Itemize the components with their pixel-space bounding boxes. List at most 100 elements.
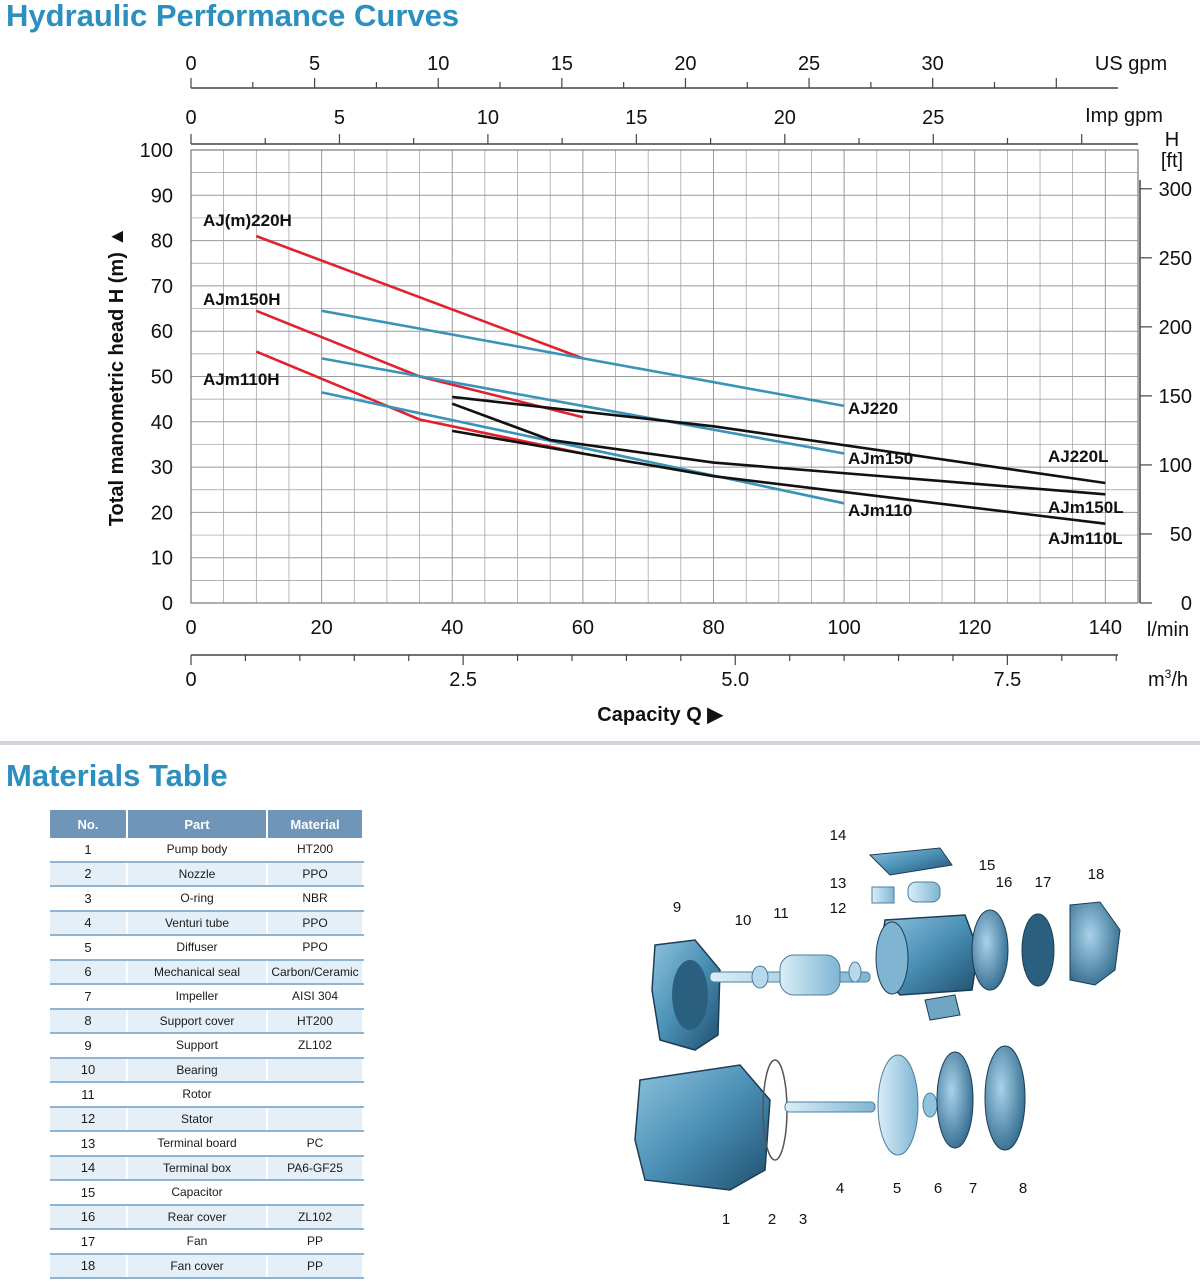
header-material: Material [267,810,364,838]
table-row: 9 Support ZL102 [50,1033,364,1059]
y-tick-label: 10 [151,548,173,570]
series-line [255,350,584,455]
cell-material: HT200 [267,1008,364,1034]
header-no: No. [50,810,128,838]
ft-tick-label: 150 [1159,386,1192,408]
materials-table: No. Part Material 1 Pump body HT200 2 Nozzle… [50,810,364,1279]
cell-no: 12 [50,1106,128,1132]
curves-title: Hydraulic Performance Curves [6,0,460,33]
cell-part: O-ring [127,886,268,912]
x-tick-label: 20 [310,617,332,639]
us-gpm-tick-label: 25 [798,53,820,75]
y-tick-label: 30 [151,457,173,479]
callout-number: 15 [979,857,996,874]
imp-gpm-tick-label: 25 [922,107,944,129]
callout-number: 4 [836,1180,844,1197]
table-row: 16 Rear cover ZL102 [50,1204,364,1230]
cell-part: Venturi tube [127,910,268,936]
series-label: AJm110 [848,501,912,520]
cell-material: PPO [267,861,364,887]
x-tick-label: 140 [1089,617,1122,639]
cell-material: HT200 [267,838,364,863]
m3h-tick-label: 0 [185,669,196,691]
part-hydraulic-stack [762,1045,1026,1161]
table-row: 18 Fan cover PP [50,1253,364,1279]
cell-part: Terminal board [127,1131,268,1157]
y-tick-label: 40 [151,412,173,434]
series-label: AJ220 [848,399,898,418]
series-line [255,234,584,360]
us-gpm-tick-label: 15 [551,53,573,75]
cell-part: Rotor [127,1082,268,1108]
y-tick-label: 0 [162,593,173,615]
callout-number: 2 [768,1211,776,1228]
callout-number: 6 [934,1180,942,1197]
cell-material [267,1180,364,1206]
cell-no: 16 [50,1204,128,1230]
cell-material: PP [267,1229,364,1255]
cell-part: Terminal box [127,1155,268,1181]
cell-material: PP [267,1253,364,1279]
materials-title: Materials Table [6,758,228,793]
imp-gpm-tick-label: 20 [774,107,796,129]
us-gpm-tick-label: 30 [922,53,944,75]
cell-material: NBR [267,886,364,912]
materials-header-row: No. Part Material [50,810,364,838]
ft-tick-label: 250 [1159,248,1192,270]
y-tick-label: 100 [140,140,173,162]
table-row: 7 Impeller AISI 304 [50,984,364,1010]
callout-number: 16 [996,874,1013,891]
cell-part: Capacitor [127,1180,268,1206]
part-fan-assembly [971,901,1121,991]
callout-number: 11 [773,905,789,922]
cell-material: AISI 304 [267,984,364,1010]
x-unit-label: l/min [1147,619,1189,641]
table-row: 11 Rotor [50,1082,364,1108]
y-tick-label: 20 [151,502,173,524]
callout-number: 8 [1019,1180,1027,1197]
cell-material: ZL102 [267,1033,364,1059]
cell-no: 13 [50,1131,128,1157]
table-row: 15 Capacitor [50,1180,364,1206]
y-axis-label: Total manometric head H (m) ▲ [106,227,128,526]
table-row: 1 Pump body HT200 [50,838,364,863]
ft-label-top: H [1165,129,1179,151]
m3h-tick-label: 7.5 [993,669,1021,691]
cell-part: Rear cover [127,1204,268,1230]
callout-number: 5 [893,1180,901,1197]
part-pump-body [634,1064,771,1191]
table-row: 13 Terminal board PC [50,1131,364,1157]
callout-number: 13 [830,875,847,892]
cell-no: 18 [50,1253,128,1279]
table-row: 5 Diffuser PPO [50,935,364,961]
callout-number: 10 [735,912,752,929]
plot-frame [190,149,1139,604]
cell-no: 2 [50,861,128,887]
cell-part: Support [127,1033,268,1059]
cell-no: 6 [50,959,128,985]
series-line [451,402,1106,496]
cell-no: 17 [50,1229,128,1255]
y-tick-label: 90 [151,185,173,207]
x-tick-label: 120 [958,617,991,639]
cell-material: PPO [267,935,364,961]
imp-gpm-tick-label: 10 [477,107,499,129]
series-label: AJ220L [1048,447,1108,466]
cell-no: 8 [50,1008,128,1034]
y-tick-label: 70 [151,276,173,298]
series-label: AJ(m)220H [203,211,292,230]
y-tick-label: 80 [151,231,173,253]
series-label: AJm110L [1048,529,1123,548]
cell-no: 14 [50,1155,128,1181]
ft-tick-label: 50 [1170,524,1192,546]
table-row: 14 Terminal box PA6-GF25 [50,1155,364,1181]
part-support [651,939,721,1051]
imp-gpm-tick-label: 5 [334,107,345,129]
header-part: Part [127,810,268,838]
cell-part: Mechanical seal [127,959,268,985]
table-row: 12 Stator [50,1106,364,1132]
series-line [321,309,845,408]
imp-gpm-tick-label: 0 [185,107,196,129]
cell-material: PPO [267,910,364,936]
series-line [321,357,845,455]
